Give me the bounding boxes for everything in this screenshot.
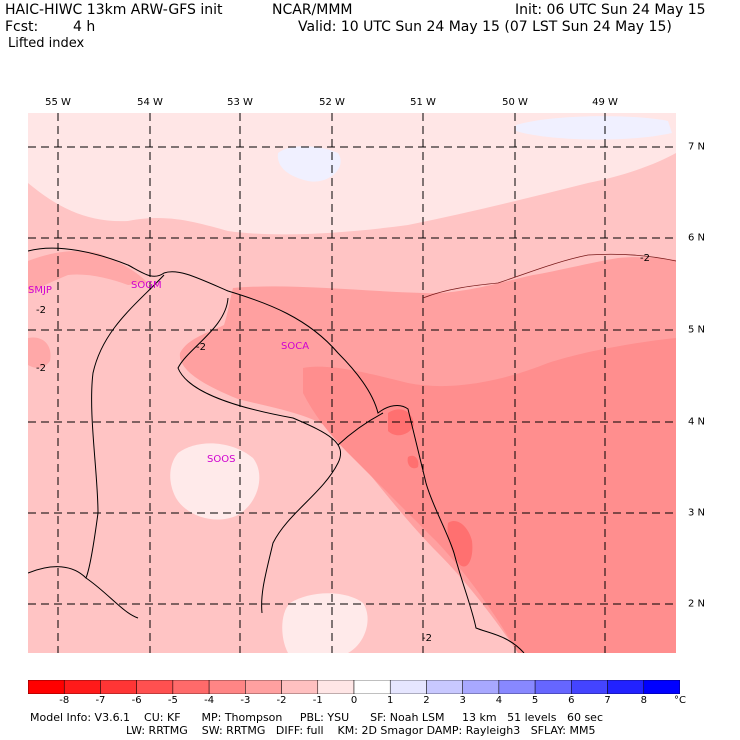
colorbar-tick-label: -2: [276, 695, 287, 706]
contour-line: [422, 253, 676, 299]
colorbar-tick-label: 5: [531, 695, 539, 706]
lat-label: 3 N: [688, 507, 706, 519]
lat-label: 4 N: [688, 416, 706, 428]
contour-label: -2: [422, 633, 432, 644]
shade-darkest: [388, 409, 414, 436]
colorbar-unit: °C: [674, 695, 686, 706]
shade-inland-light: [282, 593, 368, 653]
border-suriname-french-guiana: [177, 297, 342, 614]
colorbar-tick-label: -1: [312, 695, 323, 706]
lon-label: 52 W: [319, 97, 345, 108]
colorbar-tick-label: -6: [131, 695, 142, 706]
lat-lon-grid: [28, 113, 676, 653]
colorbar-cell: [426, 680, 463, 694]
valid-time: Valid: 10 UTC Sun 24 May 15 (07 LST Sun …: [298, 19, 672, 35]
colorbar-cell: [317, 680, 355, 694]
colorbar-tick-label: -3: [240, 695, 251, 706]
contour-label: -2: [36, 305, 46, 316]
colorbar-tick-label: 4: [495, 695, 503, 706]
colorbar-cell: [607, 680, 645, 694]
model-info-line1: Model Info: V3.6.1 CU: KF MP: Thompson P…: [30, 711, 603, 724]
colorbar-cell: [353, 680, 391, 694]
station-label: SOGM: [131, 280, 162, 291]
shade-positive: [277, 146, 341, 182]
colorbar-cell: [281, 680, 319, 694]
lon-label: 49 W: [592, 97, 618, 108]
colorbar-cell: [245, 680, 282, 694]
init-time: Init: 06 UTC Sun 24 May 15: [515, 2, 706, 18]
colorbar-cell: [462, 680, 500, 694]
forecast-hours: 4 h: [73, 19, 96, 35]
colorbar-cell: [172, 680, 210, 694]
lat-label: 2 N: [688, 598, 706, 610]
lat-label: 5 N: [688, 324, 706, 336]
shade-darkest: [407, 455, 419, 469]
colorbar-cell: [28, 680, 65, 694]
colorbar-cell: [63, 680, 101, 694]
colorbar-tick-label: 1: [387, 695, 394, 706]
colorbar-cell: [100, 680, 137, 694]
colorbar-tick-label: 7: [604, 695, 611, 706]
colorbar-cell: [208, 680, 246, 694]
colorbar-cell: [498, 680, 536, 694]
shade-darkest: [447, 521, 473, 567]
colorbar-cell: [389, 680, 427, 694]
lat-label: 7 N: [688, 141, 706, 153]
station-label: SOCA: [281, 341, 309, 352]
lon-label: 55 W: [45, 97, 71, 108]
colorbar-cell: [534, 680, 572, 694]
lon-label: 54 W: [137, 97, 163, 108]
colorbar-tick-label: 8: [640, 695, 647, 706]
colorbar-cell: [643, 680, 680, 694]
shade-medium: [28, 337, 51, 368]
forecast-label: Fcst:: [5, 19, 39, 35]
model-info-line2: LW: RRTMG SW: RRTMG DIFF: full KM: 2D Sm…: [126, 724, 596, 737]
colorbar-tick-label: 0: [350, 695, 358, 706]
colorbar-tick-label: -7: [95, 695, 106, 706]
colorbar: [28, 680, 680, 694]
lon-label: 51 W: [410, 97, 436, 108]
colorbar-tick-label: 2: [423, 695, 430, 706]
shade-inland-light: [170, 443, 260, 520]
border-south: [28, 566, 87, 579]
station-label: SMJP: [28, 285, 52, 296]
border-suriname-guyana: [85, 274, 165, 619]
colorbar-tick-label: 6: [568, 695, 575, 706]
lon-label: 50 W: [502, 97, 528, 108]
model-title: HAIC-HIWC 13km ARW-GFS init: [5, 2, 223, 18]
colorbar-cell: [571, 680, 608, 694]
lon-label: 53 W: [227, 97, 253, 108]
contour-label: -2: [640, 253, 650, 264]
colorbar-tick-label: -5: [167, 695, 178, 706]
lat-label: 6 N: [688, 232, 706, 244]
border-brazil: [337, 412, 384, 446]
contour-label: -2: [196, 342, 206, 353]
coastline: [28, 247, 525, 653]
colorbar-cell: [136, 680, 174, 694]
station-label: SOOS: [207, 454, 235, 465]
shade-positive: [516, 116, 672, 140]
field-name: Lifted index: [8, 36, 85, 51]
org-label: NCAR/MMM: [272, 2, 353, 18]
colorbar-tick-label: 3: [459, 695, 466, 706]
colorbar-tick-label: -4: [204, 695, 215, 706]
contour-label: -2: [36, 363, 46, 374]
lifted-index-map: -2 -2 -2 -2 -2 SMJP SOGM SOCA SOOS: [28, 113, 676, 653]
colorbar-tick-label: -8: [59, 695, 70, 706]
